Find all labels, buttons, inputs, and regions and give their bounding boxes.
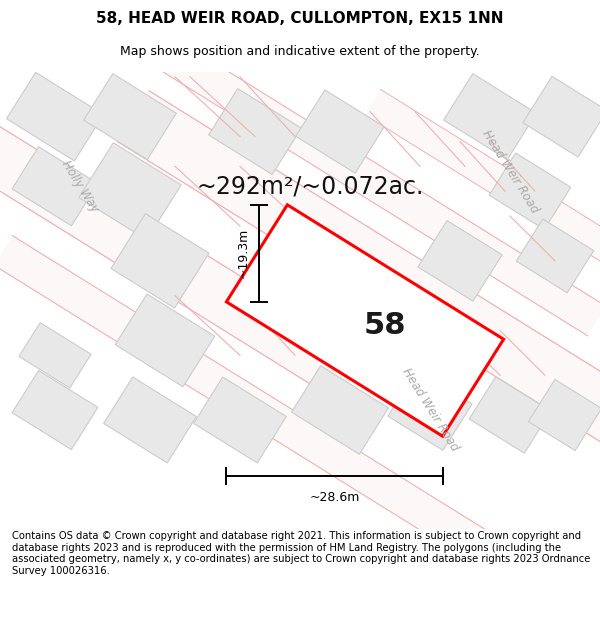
- Polygon shape: [226, 205, 503, 436]
- Text: Contains OS data © Crown copyright and database right 2021. This information is : Contains OS data © Crown copyright and d…: [12, 531, 590, 576]
- Polygon shape: [111, 214, 209, 308]
- Polygon shape: [117, 91, 600, 511]
- Text: 58, HEAD WEIR ROAD, CULLOMPTON, EX15 1NN: 58, HEAD WEIR ROAD, CULLOMPTON, EX15 1NN: [96, 11, 504, 26]
- Text: ~292m²/~0.072ac.: ~292m²/~0.072ac.: [196, 174, 424, 198]
- Polygon shape: [365, 89, 600, 273]
- Polygon shape: [104, 377, 196, 463]
- Polygon shape: [469, 377, 551, 453]
- Text: ~28.6m: ~28.6m: [310, 491, 360, 504]
- Polygon shape: [115, 294, 215, 387]
- Text: ~19.3m: ~19.3m: [237, 228, 250, 279]
- Text: Head Weir Road: Head Weir Road: [479, 127, 541, 215]
- Polygon shape: [194, 377, 286, 463]
- Polygon shape: [0, 0, 600, 336]
- Polygon shape: [209, 89, 301, 174]
- Polygon shape: [292, 366, 388, 454]
- Polygon shape: [0, 40, 369, 403]
- Polygon shape: [296, 90, 384, 173]
- Polygon shape: [0, 236, 600, 625]
- Polygon shape: [529, 379, 600, 451]
- Polygon shape: [79, 142, 181, 240]
- Polygon shape: [443, 74, 536, 159]
- Polygon shape: [19, 322, 91, 388]
- Polygon shape: [489, 153, 571, 229]
- Polygon shape: [388, 370, 472, 451]
- Polygon shape: [12, 371, 98, 449]
- Text: 58: 58: [364, 311, 406, 340]
- Polygon shape: [262, 211, 368, 311]
- Text: Map shows position and indicative extent of the property.: Map shows position and indicative extent…: [120, 44, 480, 58]
- Text: Head Weir Road: Head Weir Road: [399, 366, 461, 454]
- Polygon shape: [83, 74, 176, 159]
- Polygon shape: [7, 72, 103, 161]
- Polygon shape: [418, 221, 502, 301]
- Text: Holly Way: Holly Way: [59, 158, 101, 214]
- Polygon shape: [12, 147, 98, 226]
- Polygon shape: [517, 219, 593, 292]
- Polygon shape: [523, 76, 600, 157]
